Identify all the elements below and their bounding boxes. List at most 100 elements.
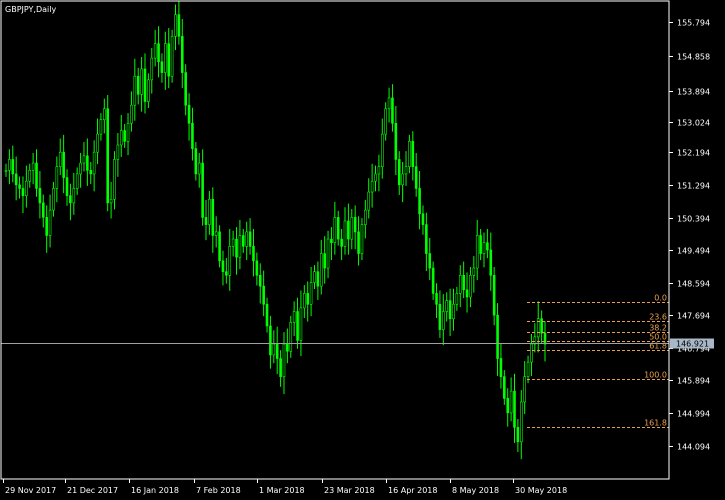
time-tick-label: 30 May 2018: [515, 486, 567, 495]
candle-body: [164, 43, 167, 73]
candle-body: [238, 235, 242, 258]
candle-body: [235, 238, 238, 258]
candle-body: [65, 177, 69, 196]
candle-body: [418, 188, 421, 215]
candle-body: [387, 97, 391, 110]
candle-body: [167, 43, 171, 77]
candle-body: [25, 180, 28, 196]
current-price-tag: [670, 338, 714, 349]
candle-body: [289, 322, 293, 352]
candle-body: [364, 209, 367, 225]
candle-body: [126, 122, 130, 142]
fib-level-label: 38.2: [649, 324, 667, 333]
time-tick-label: 21 Dec 2017: [67, 486, 118, 495]
candle-body: [414, 166, 418, 189]
candle-body: [45, 217, 48, 236]
price-tick-label: 148.594: [677, 280, 710, 289]
candle-body: [160, 61, 164, 73]
candle-body: [475, 235, 479, 269]
candles-layer: [4, 0, 547, 460]
candle-body: [530, 343, 533, 363]
candle-body: [296, 311, 299, 341]
candle-body: [286, 343, 289, 352]
candle-body: [41, 202, 45, 218]
candle-body: [292, 311, 296, 323]
candle-body: [330, 238, 333, 244]
candle-body: [82, 155, 86, 164]
candle-body: [438, 303, 442, 330]
fibonacci-retracement[interactable]: 0.0 23.6 38.250.061.8 100.0 161.8: [527, 294, 669, 428]
candle-body: [421, 213, 425, 225]
candle-body: [509, 390, 513, 414]
fib-level-label: 161.8: [644, 419, 667, 428]
price-tick-label: 144.094: [677, 443, 710, 452]
price-tick-label: 150.394: [677, 215, 710, 224]
time-tick-label: 7 Feb 2018: [196, 486, 241, 495]
candle-body: [503, 376, 506, 399]
fib-level-label: 100.0: [644, 371, 667, 380]
candle-body: [306, 293, 310, 305]
candle-body: [214, 231, 218, 236]
candle-body: [89, 170, 93, 175]
candle-body: [411, 141, 415, 167]
price-tick-label: 151.294: [677, 182, 710, 191]
candle-body: [177, 14, 181, 37]
candle-body: [211, 198, 215, 236]
candle-body: [58, 151, 62, 167]
candle-body: [4, 170, 8, 172]
candle-body: [482, 242, 486, 254]
time-tick-label: 16 Apr 2018: [388, 486, 437, 495]
fib-level-label: 0.0: [654, 294, 667, 303]
candle-body: [184, 72, 187, 106]
candle-body: [479, 235, 482, 254]
candle-body: [323, 253, 326, 269]
candle-body: [313, 271, 316, 283]
candle-body: [31, 162, 35, 171]
candle-body: [279, 358, 282, 377]
candle-body: [347, 220, 350, 240]
time-tick-label: 8 May 2018: [452, 486, 499, 495]
price-tick-label: 155.794: [677, 19, 710, 28]
candle-body: [442, 311, 445, 330]
candle-body: [543, 332, 547, 345]
candle-body: [523, 376, 526, 403]
candle-body: [170, 36, 174, 77]
candle-body: [499, 358, 503, 377]
candle-body: [187, 104, 191, 124]
candle-body: [52, 188, 55, 211]
candle-body: [367, 191, 371, 211]
candle-body: [116, 144, 120, 160]
candle-body: [231, 238, 235, 247]
price-tick-label: 145.894: [677, 377, 710, 386]
candle-body: [360, 224, 364, 254]
time-tick-label: 1 Mar 2018: [259, 486, 305, 495]
price-axis[interactable]: 155.794 154.858 153.894 153.024 152.194 151.2…: [669, 19, 710, 452]
candle-body: [201, 162, 204, 218]
time-axis[interactable]: 29 Nov 2017 21 Dec 2017 16 Jan 2018 7 Feb 2…: [3, 479, 568, 495]
time-tick-label: 16 Jan 2018: [131, 486, 179, 495]
candle-body: [265, 303, 269, 327]
candle-body: [380, 133, 384, 167]
candle-body: [309, 282, 313, 305]
candle-body: [99, 119, 103, 135]
candle-body: [506, 398, 510, 414]
candle-body: [48, 209, 52, 236]
candle-body: [35, 162, 38, 189]
time-tick-label: 23 Mar 2018: [324, 486, 375, 495]
candle-body: [516, 427, 520, 443]
candle-body: [374, 173, 377, 182]
candle-body: [248, 231, 252, 247]
candle-body: [75, 173, 79, 189]
candle-body: [299, 307, 303, 341]
candle-body: [28, 170, 32, 182]
candle-body: [119, 130, 123, 146]
candle-body: [391, 97, 394, 124]
candle-body: [208, 198, 211, 225]
candle-body: [319, 253, 323, 287]
current-price-label: 146.921: [676, 340, 709, 349]
price-tick-label: 153.894: [677, 88, 710, 97]
fib-level-label: 23.6: [649, 313, 667, 322]
candle-body: [428, 253, 432, 269]
candle-body: [272, 343, 276, 356]
